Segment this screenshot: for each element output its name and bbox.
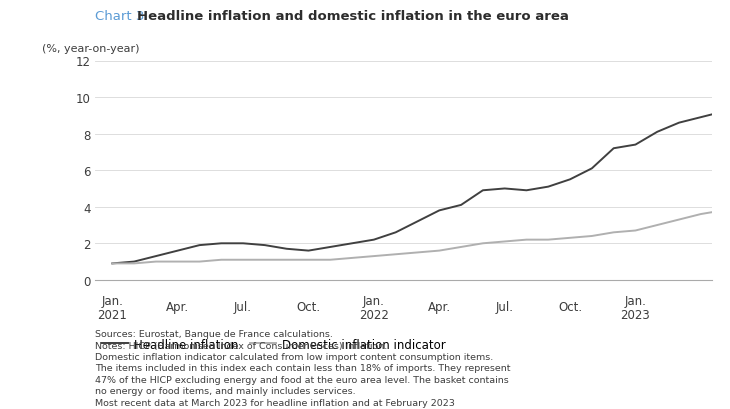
Text: Jan.: Jan. bbox=[363, 294, 385, 307]
Text: Jan.: Jan. bbox=[625, 294, 646, 307]
Text: (%, year-on-year): (%, year-on-year) bbox=[42, 44, 140, 54]
Text: Sources: Eurostat, Banque de France calculations.: Sources: Eurostat, Banque de France calc… bbox=[95, 329, 333, 338]
Text: Chart 3: Chart 3 bbox=[95, 10, 153, 23]
Text: 2021: 2021 bbox=[97, 309, 127, 321]
Text: The items included in this index each contain less than 18% of imports. They rep: The items included in this index each co… bbox=[95, 364, 510, 373]
Text: Headline inflation and domestic inflation in the euro area: Headline inflation and domestic inflatio… bbox=[137, 10, 569, 23]
Text: Apr.: Apr. bbox=[428, 300, 451, 313]
Text: 2023: 2023 bbox=[620, 309, 650, 321]
Text: Notes: HICP (Harmonised Index of Consumer Prices) inflation.: Notes: HICP (Harmonised Index of Consume… bbox=[95, 341, 387, 350]
Text: Most recent data at March 2023 for headline inflation and at February 2023: Most recent data at March 2023 for headl… bbox=[95, 398, 455, 407]
Legend: Headline inflation, Domestic inflation indicator: Headline inflation, Domestic inflation i… bbox=[98, 333, 451, 355]
Text: Domestic inflation indicator calculated from low import content consumption item: Domestic inflation indicator calculated … bbox=[95, 352, 493, 361]
Text: Jul.: Jul. bbox=[496, 300, 514, 313]
Text: Jul.: Jul. bbox=[234, 300, 252, 313]
Text: 2022: 2022 bbox=[359, 309, 389, 321]
Text: Oct.: Oct. bbox=[296, 300, 320, 313]
Text: 47% of the HICP excluding energy and food at the euro area level. The basket con: 47% of the HICP excluding energy and foo… bbox=[95, 375, 509, 384]
Text: Jan.: Jan. bbox=[101, 294, 123, 307]
Text: no energy or food items, and mainly includes services.: no energy or food items, and mainly incl… bbox=[95, 387, 356, 396]
Text: Oct.: Oct. bbox=[558, 300, 582, 313]
Text: Apr.: Apr. bbox=[166, 300, 189, 313]
